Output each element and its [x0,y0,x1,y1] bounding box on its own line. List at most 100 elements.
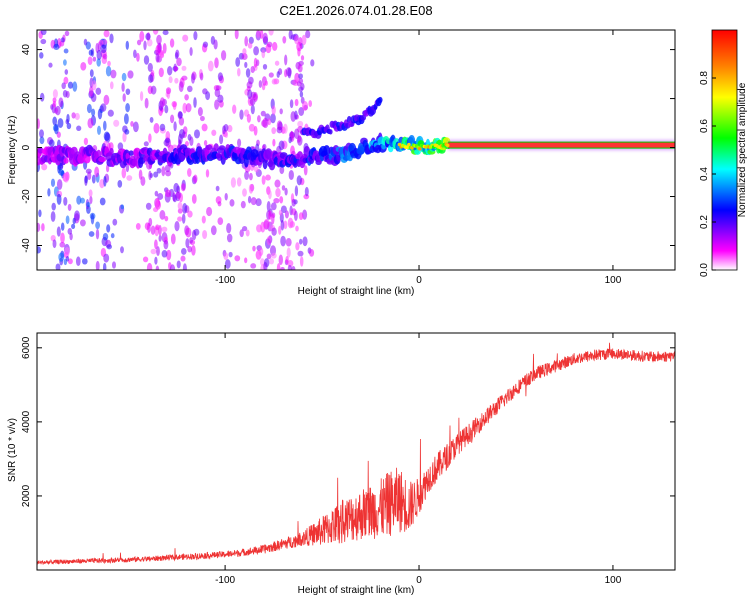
noise-speckle [103,253,110,263]
noise-speckle [80,197,85,204]
noise-speckle [276,263,281,270]
noise-speckle [241,53,248,61]
noise-speckle [201,123,208,132]
noise-speckle [89,69,94,78]
noise-speckle [213,39,218,50]
noise-speckle [95,221,101,230]
ridge-blob [128,150,134,156]
noise-speckle [125,40,129,50]
noise-speckle [52,239,57,249]
noise-speckle [122,131,127,143]
noise-speckle [133,49,137,59]
noise-speckle [53,43,60,51]
noise-speckle [247,42,253,49]
ridge-peak [445,143,450,148]
noise-speckle [255,198,262,207]
y-tick-label: 2000 [21,484,32,507]
noise-speckle [289,99,294,109]
noise-speckle [89,86,94,97]
noise-speckle [202,41,209,48]
noise-speckle [294,210,298,222]
noise-speckle [71,112,76,119]
noise-speckle [37,246,41,254]
y-tick-label: 40 [21,44,32,56]
noise-speckle [266,41,273,48]
snr-panel: -100 0 100 2000 4000 6000 Height of straight … [7,332,676,596]
noise-speckle [245,229,250,237]
noise-speckle [95,87,102,95]
snr-y-label: SNR (10 * v/v) [7,418,18,482]
ridge-blob [264,148,273,160]
noise-speckle [180,247,187,255]
noise-speckle [193,31,198,41]
noise-speckle [51,202,56,211]
noise-speckle [58,252,65,262]
noise-speckle [144,97,149,109]
x-tick-label: 0 [416,575,422,586]
noise-speckle [298,107,305,116]
noise-speckle [202,229,208,240]
noise-speckle [235,57,241,67]
noise-speckle [136,52,140,62]
noise-speckle [207,60,214,72]
noise-speckle [83,137,89,146]
colorbar: 0.0 0.2 0.4 0.6 0.8 Normalized spectral ampl… [699,29,748,277]
noise-speckle [229,199,235,207]
noise-speckle [268,258,275,265]
noise-speckle [87,171,92,181]
noise-speckle [161,166,166,177]
noise-speckle [126,175,133,181]
noise-speckle [215,185,220,192]
noise-speckle [181,65,187,71]
noise-speckle [217,72,223,81]
noise-speckle [250,65,255,74]
noise-speckle [309,249,315,257]
spectrogram-area [37,30,675,270]
ridge-blob [98,156,107,163]
noise-speckle [259,258,265,266]
noise-speckle [270,113,276,124]
noise-speckle [215,85,222,91]
noise-speckle [96,58,101,67]
noise-speckle [177,216,183,222]
noise-speckle [145,32,151,41]
noise-speckle [278,140,285,151]
noise-speckle [262,32,268,44]
noise-speckle [280,219,285,231]
noise-speckle [170,233,176,245]
noise-speckle [262,143,267,150]
noise-speckle [189,237,194,244]
noise-speckle [178,133,183,145]
noise-speckle [271,252,277,259]
noise-speckle [202,88,208,95]
noise-speckle [63,76,69,85]
noise-speckle [50,178,56,188]
noise-speckle [276,71,280,78]
noise-speckle [193,174,198,184]
noise-speckle [214,99,220,110]
noise-speckle [83,38,88,46]
noise-speckle [178,81,184,93]
noise-speckle [159,123,166,132]
noise-speckle [272,138,276,147]
noise-speckle [76,195,82,205]
noise-speckle [58,169,64,176]
noise-speckle [39,52,44,59]
noise-speckle [280,235,286,247]
noise-speckle [123,113,129,125]
noise-speckle [169,38,175,48]
noise-speckle [284,54,288,66]
noise-speckle [308,100,313,108]
noise-speckle [149,172,153,178]
noise-speckle [297,135,303,146]
noise-speckle [154,256,158,265]
noise-speckle [155,224,160,231]
noise-speckle [84,175,88,187]
noise-speckle [271,227,277,236]
colorbar-tick-label: 0.0 [699,263,710,277]
noise-speckle [279,166,285,175]
branch-blob [377,96,383,104]
noise-speckle [261,49,266,59]
noise-speckle [41,163,48,171]
y-tick-label: -20 [21,189,32,204]
